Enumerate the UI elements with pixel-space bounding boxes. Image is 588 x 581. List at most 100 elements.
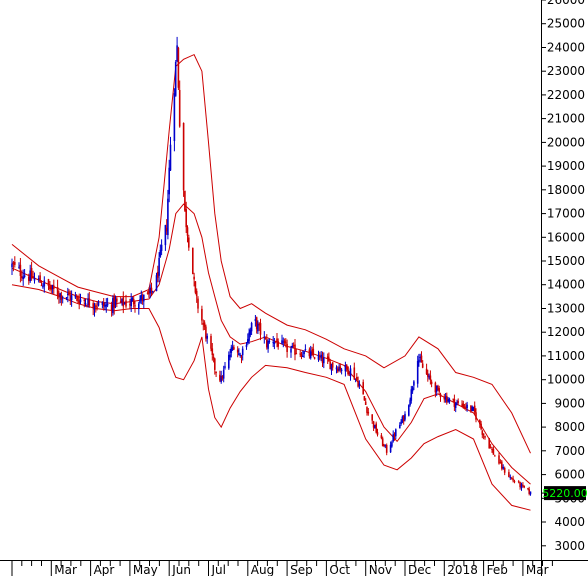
candle-body <box>320 354 322 359</box>
candle-body <box>319 356 321 358</box>
candle-body <box>150 287 153 291</box>
candle-body <box>148 290 150 295</box>
candle-body <box>452 398 454 400</box>
candle-body <box>498 455 500 464</box>
candle-body <box>159 249 162 257</box>
candle-body <box>259 323 262 335</box>
candle-body <box>21 276 23 279</box>
candle-body <box>22 276 24 280</box>
candle-body <box>264 337 267 339</box>
y-tick-label: 21000 <box>547 112 585 126</box>
candle-body <box>520 484 523 489</box>
candle-body <box>39 275 41 283</box>
candle-body <box>380 435 383 439</box>
candle-body <box>492 448 495 455</box>
candle-body <box>529 491 532 495</box>
candle-body <box>429 375 432 381</box>
candle-body <box>381 438 384 447</box>
candle-body <box>185 209 187 228</box>
candle-body <box>509 477 512 479</box>
candle-body <box>186 227 189 236</box>
y-tick-label: 9000 <box>554 396 585 410</box>
x-month-label: Mar <box>54 563 77 576</box>
candle-body <box>285 342 287 344</box>
candle-body <box>116 298 118 302</box>
candle-body <box>92 303 94 309</box>
candle-body <box>372 421 375 428</box>
y-tick-label: 26000 <box>547 0 585 7</box>
candle-body <box>84 303 87 305</box>
candle-body <box>428 375 430 378</box>
candle-body <box>479 420 481 425</box>
candle-body <box>425 368 428 375</box>
candle-body <box>317 354 320 360</box>
candle-body <box>138 303 140 310</box>
candle-body <box>178 90 181 127</box>
candle-body <box>114 301 117 305</box>
candle-body <box>134 305 136 307</box>
candle-body <box>241 348 244 356</box>
candle-body <box>384 445 387 447</box>
candle-body <box>453 399 456 407</box>
candle-body <box>268 341 271 343</box>
x-month-label: Apr <box>94 563 115 576</box>
candle-body <box>129 304 131 306</box>
candle-body <box>400 421 402 424</box>
y-tick-label: 17000 <box>547 207 585 221</box>
candle-body <box>197 298 199 309</box>
candle-body <box>93 306 96 310</box>
last-price-box <box>544 486 586 501</box>
y-tick-label: 13000 <box>547 302 585 316</box>
candle-body <box>184 190 186 211</box>
y-tick-label: 24000 <box>547 41 585 55</box>
candle-body <box>470 405 472 412</box>
candle-body <box>443 396 446 400</box>
candle-body <box>353 367 356 380</box>
candle-body <box>37 278 40 280</box>
candle-body <box>395 429 397 437</box>
candle-body <box>329 361 331 370</box>
candle-body <box>292 345 295 347</box>
candle-body <box>419 357 421 359</box>
candle-body <box>454 403 457 408</box>
candle-body <box>494 455 496 457</box>
y-tick-label: 25000 <box>547 17 585 31</box>
candle-body <box>462 403 465 408</box>
candle-body <box>508 472 510 478</box>
candle-body <box>463 406 466 408</box>
candle-body <box>240 356 243 358</box>
y-tick-label: 15000 <box>547 254 585 268</box>
candle-body <box>70 295 73 301</box>
candle-body <box>78 300 80 305</box>
candle-body <box>79 299 82 303</box>
candle-body <box>349 368 352 377</box>
candle-body <box>254 319 257 321</box>
candle-body <box>446 395 448 403</box>
candle-body <box>481 430 484 435</box>
candle-body <box>399 425 401 429</box>
candle-body <box>212 356 215 359</box>
y-tick-label: 7000 <box>554 444 585 458</box>
y-tick-label: 3000 <box>554 539 585 553</box>
candle-body <box>211 348 214 355</box>
x-month-label: Feb <box>487 563 508 576</box>
candle-body <box>461 404 463 406</box>
candle-body <box>338 367 340 371</box>
candle-body <box>231 346 234 350</box>
candle-body <box>364 401 367 405</box>
candle-body <box>102 302 105 307</box>
candle-body <box>402 415 405 422</box>
candle-body <box>439 393 442 398</box>
candle-body <box>345 364 348 369</box>
candle-body <box>59 293 61 297</box>
lower-band-line <box>11 284 531 511</box>
candle-body <box>499 462 502 464</box>
candle-body <box>250 323 253 332</box>
candle-body <box>438 388 440 392</box>
candle-body <box>167 198 169 236</box>
y-tick-label: 16000 <box>547 230 585 244</box>
candle-body <box>113 295 115 308</box>
y-tick-label: 14000 <box>547 278 585 292</box>
